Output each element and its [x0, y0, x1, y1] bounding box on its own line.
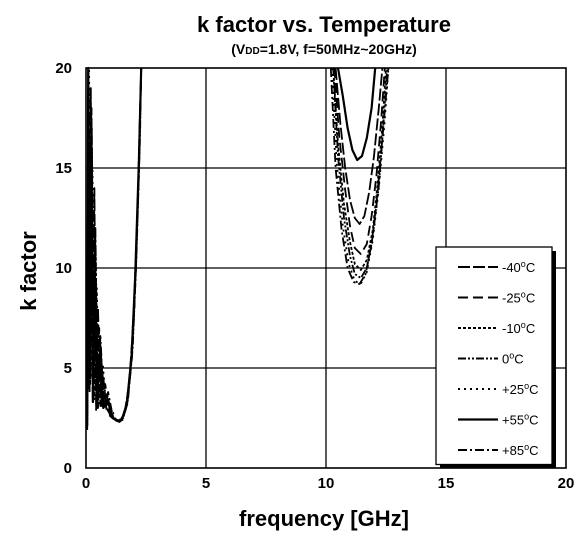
legend: -40oC -25oC -10oC 0oC +25oC +55oC +85oC — [435, 246, 556, 469]
series-segment — [333, 67, 386, 255]
series-segment — [329, 67, 390, 285]
subtitle-prefix: (V — [231, 41, 246, 57]
x-tick-label: 5 — [202, 475, 210, 492]
legend-box — [435, 246, 553, 466]
legend-label: -40oC — [502, 259, 535, 275]
y-tick-label: 5 — [64, 360, 72, 377]
x-tick-labels: 0 5 10 15 20 — [82, 475, 575, 492]
series-segment — [86, 67, 143, 422]
legend-label: -10oC — [502, 320, 535, 336]
plot-frame — [85, 67, 567, 469]
series-line — [86, 67, 390, 422]
y-tick-labels: 0 5 10 15 20 — [55, 60, 72, 477]
x-axis-label: frequency [GHz] — [239, 506, 409, 531]
series-line — [86, 67, 389, 431]
legend-label: 0oC — [502, 351, 524, 367]
legend-label: +55oC — [502, 412, 538, 428]
y-tick-label: 20 — [55, 60, 72, 77]
legend-label: +85oC — [502, 442, 538, 458]
series-segment — [334, 67, 384, 225]
x-tick-label: 20 — [558, 475, 575, 492]
y-tick-label: 15 — [55, 160, 72, 177]
subtitle-suffix: =1.8V, f=50MHz~20GHz) — [260, 41, 417, 57]
subtitle-subscript: DD — [245, 46, 259, 57]
series-segment — [332, 67, 387, 271]
chart-subtitle: (VDD=1.8V, f=50MHz~20GHz) — [231, 41, 417, 57]
legend-label: +25oC — [502, 381, 538, 397]
legend-label: -25oC — [502, 290, 535, 306]
x-tick-label: 0 — [82, 475, 90, 492]
plot-series — [86, 66, 390, 431]
x-tick-label: 15 — [438, 475, 455, 492]
series-segment — [336, 67, 377, 162]
x-tick-label: 10 — [318, 475, 335, 492]
y-axis-label: k factor — [16, 231, 41, 311]
y-tick-label: 0 — [64, 460, 72, 477]
chart-title: k factor vs. Temperature — [197, 12, 451, 37]
y-tick-label: 10 — [55, 260, 72, 277]
